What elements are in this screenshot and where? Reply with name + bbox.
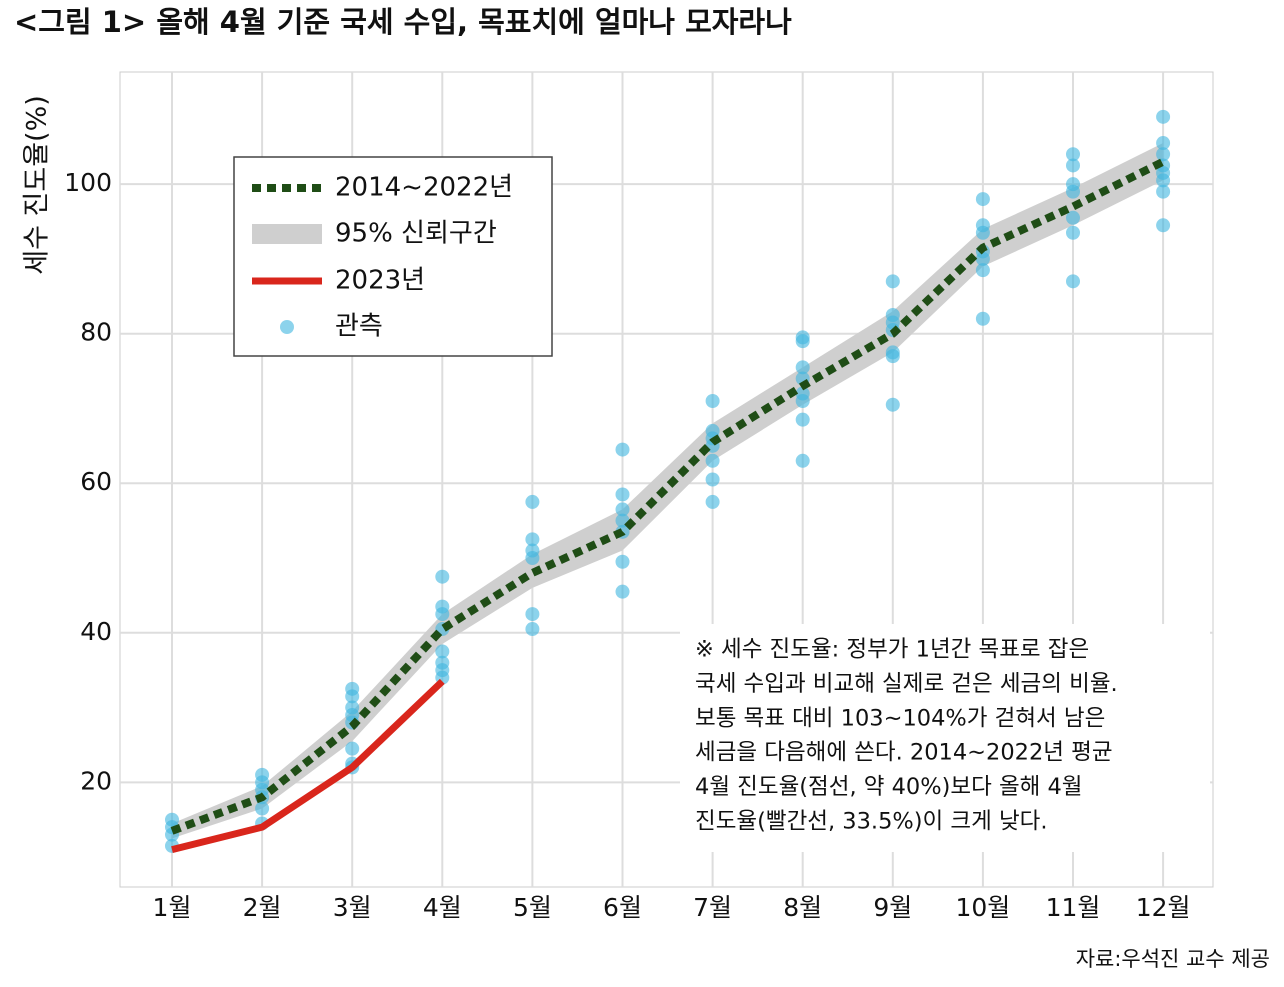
observation	[1066, 225, 1080, 240]
x-tick-label: 12월	[1136, 893, 1191, 922]
source: 자료:우석진 교수 제공	[1076, 947, 1270, 971]
x-tick-label: 3월	[333, 893, 372, 922]
observation	[795, 453, 810, 468]
observation	[1066, 274, 1080, 289]
observation	[705, 453, 720, 468]
observation	[705, 494, 720, 509]
annotation-box	[680, 624, 1210, 852]
annotation-text: 세금을 다음해에 쓴다. 2014~2022년 평균	[695, 740, 1113, 766]
observation	[345, 741, 360, 756]
line	[171, 678, 445, 854]
y-axis-label: 세수 진도율(%)	[22, 95, 53, 275]
observation	[975, 251, 990, 266]
y-tick-label: 80	[80, 318, 112, 347]
observation	[975, 192, 990, 207]
observation	[525, 622, 540, 637]
x-tick-label: 4월	[423, 893, 462, 922]
observation	[615, 442, 630, 457]
y-tick-label: 60	[80, 467, 112, 496]
y-tick-label: 100	[64, 168, 112, 197]
observation	[795, 334, 810, 349]
legend-label: 95% 신뢰구간	[335, 219, 497, 249]
annotation-text: 4월 진도율(점선, 약 40%)보다 올해 4월	[695, 774, 1083, 800]
observation	[345, 689, 360, 704]
observation	[795, 393, 810, 408]
observation	[615, 502, 630, 517]
observation	[1066, 210, 1080, 225]
legend-label: 2023년	[335, 266, 425, 296]
observation	[1156, 184, 1171, 199]
observation	[255, 801, 270, 816]
observation	[885, 397, 900, 412]
observation	[1066, 184, 1080, 199]
observation	[615, 584, 630, 599]
observation	[435, 644, 450, 659]
observation	[1156, 147, 1171, 162]
x-tick-label: 11월	[1046, 893, 1101, 922]
annotation-text: 국세 수입과 비교해 실제로 걷은 세금의 비율.	[695, 671, 1118, 697]
observation	[615, 554, 630, 569]
x-tick-label: 1월	[153, 893, 192, 922]
legend-label: 관측	[335, 312, 383, 342]
observation	[1066, 158, 1080, 173]
observation	[975, 263, 990, 278]
confidence-band	[172, 143, 1164, 839]
observation	[885, 274, 900, 289]
x-tick-label: 6월	[603, 893, 642, 922]
x-tick-label: 5월	[513, 893, 552, 922]
observation	[435, 569, 450, 584]
legend-swatch	[280, 320, 294, 334]
observation	[615, 487, 630, 502]
observation	[525, 551, 540, 566]
x-tick-label: 8월	[783, 893, 822, 922]
observation	[975, 311, 990, 326]
observation	[1066, 147, 1080, 162]
observation	[1156, 173, 1171, 188]
annotation-text: 진도율(빨간선, 33.5%)이 크게 낮다.	[695, 809, 1048, 835]
observation	[795, 412, 810, 427]
line	[170, 158, 1165, 835]
observation	[795, 360, 810, 375]
observation	[525, 532, 540, 547]
annotation-text: 보통 목표 대비 103~104%가 걷혀서 남은	[695, 705, 1105, 731]
observation	[525, 607, 540, 622]
observation	[1156, 136, 1171, 151]
observation	[1156, 218, 1171, 233]
x-tick-label: 9월	[873, 893, 912, 922]
observation	[1156, 109, 1171, 124]
legend-label: 2014~2022년	[335, 173, 513, 203]
annotation-text: ※ 세수 진도율: 정부가 1년간 목표로 잡은	[695, 637, 1089, 663]
observation	[525, 494, 540, 509]
x-tick-label: 2월	[243, 893, 282, 922]
chart-title: <그림 1> 올해 4월 기준 국세 수입, 목표치에 얼마나 모자라나	[14, 5, 792, 39]
observation	[975, 225, 990, 240]
y-tick-label: 40	[80, 617, 112, 646]
observation	[705, 393, 720, 408]
x-tick-label: 7월	[693, 893, 732, 922]
x-tick-label: 10월	[955, 893, 1010, 922]
observation	[705, 472, 720, 487]
y-tick-label: 20	[80, 766, 112, 795]
observation	[885, 349, 900, 364]
observation	[435, 607, 450, 622]
